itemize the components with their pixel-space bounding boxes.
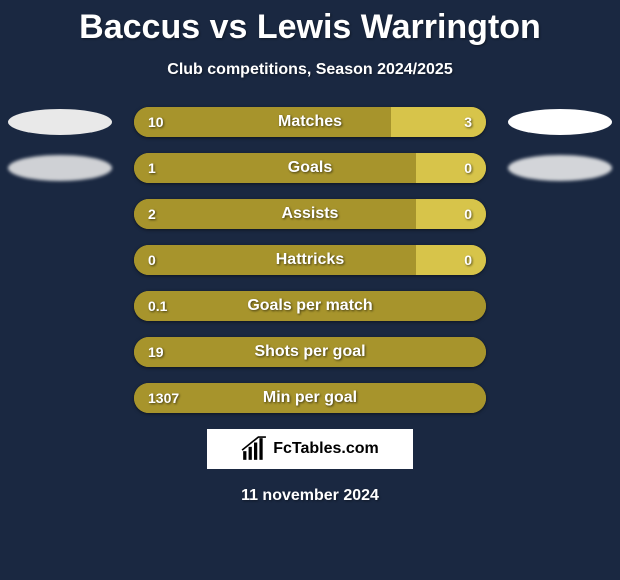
stat-label: Matches [134, 107, 486, 137]
stat-row: Goals1 0 [134, 153, 486, 183]
stat-label: Goals [134, 153, 486, 183]
left-value: 0 [148, 245, 156, 275]
right-value: 0 [464, 245, 472, 275]
right-value: 3 [464, 107, 472, 137]
stat-row: Shots per goal19 [134, 337, 486, 367]
stat-label: Min per goal [134, 383, 486, 413]
page-title: Baccus vs Lewis Warrington [0, 0, 620, 47]
left-value: 0.1 [148, 291, 167, 321]
bar-chart-icon [241, 436, 267, 462]
left-player-marker [8, 109, 112, 135]
left-value: 10 [148, 107, 164, 137]
right-player-marker [508, 155, 612, 181]
stat-label: Assists [134, 199, 486, 229]
right-value: 0 [464, 153, 472, 183]
stat-row: Goals per match0.1 [134, 291, 486, 321]
stat-row: Hattricks0 0 [134, 245, 486, 275]
left-value: 1307 [148, 383, 179, 413]
stat-row: Min per goal1307 [134, 383, 486, 413]
stat-row: Assists2 0 [134, 199, 486, 229]
date-text: 11 november 2024 [0, 487, 620, 505]
stat-row: Matches10 3 [134, 107, 486, 137]
stat-label: Goals per match [134, 291, 486, 321]
page-subtitle: Club competitions, Season 2024/2025 [0, 61, 620, 79]
stat-label: Shots per goal [134, 337, 486, 367]
right-player-marker [508, 109, 612, 135]
left-player-marker [8, 155, 112, 181]
fctables-logo: FcTables.com [207, 429, 413, 469]
logo-text: FcTables.com [273, 440, 379, 458]
right-value: 0 [464, 199, 472, 229]
left-value: 1 [148, 153, 156, 183]
comparison-chart: Matches103Goals10Assists20Hattricks00Goa… [0, 107, 620, 413]
left-value: 19 [148, 337, 164, 367]
stat-label: Hattricks [134, 245, 486, 275]
left-value: 2 [148, 199, 156, 229]
